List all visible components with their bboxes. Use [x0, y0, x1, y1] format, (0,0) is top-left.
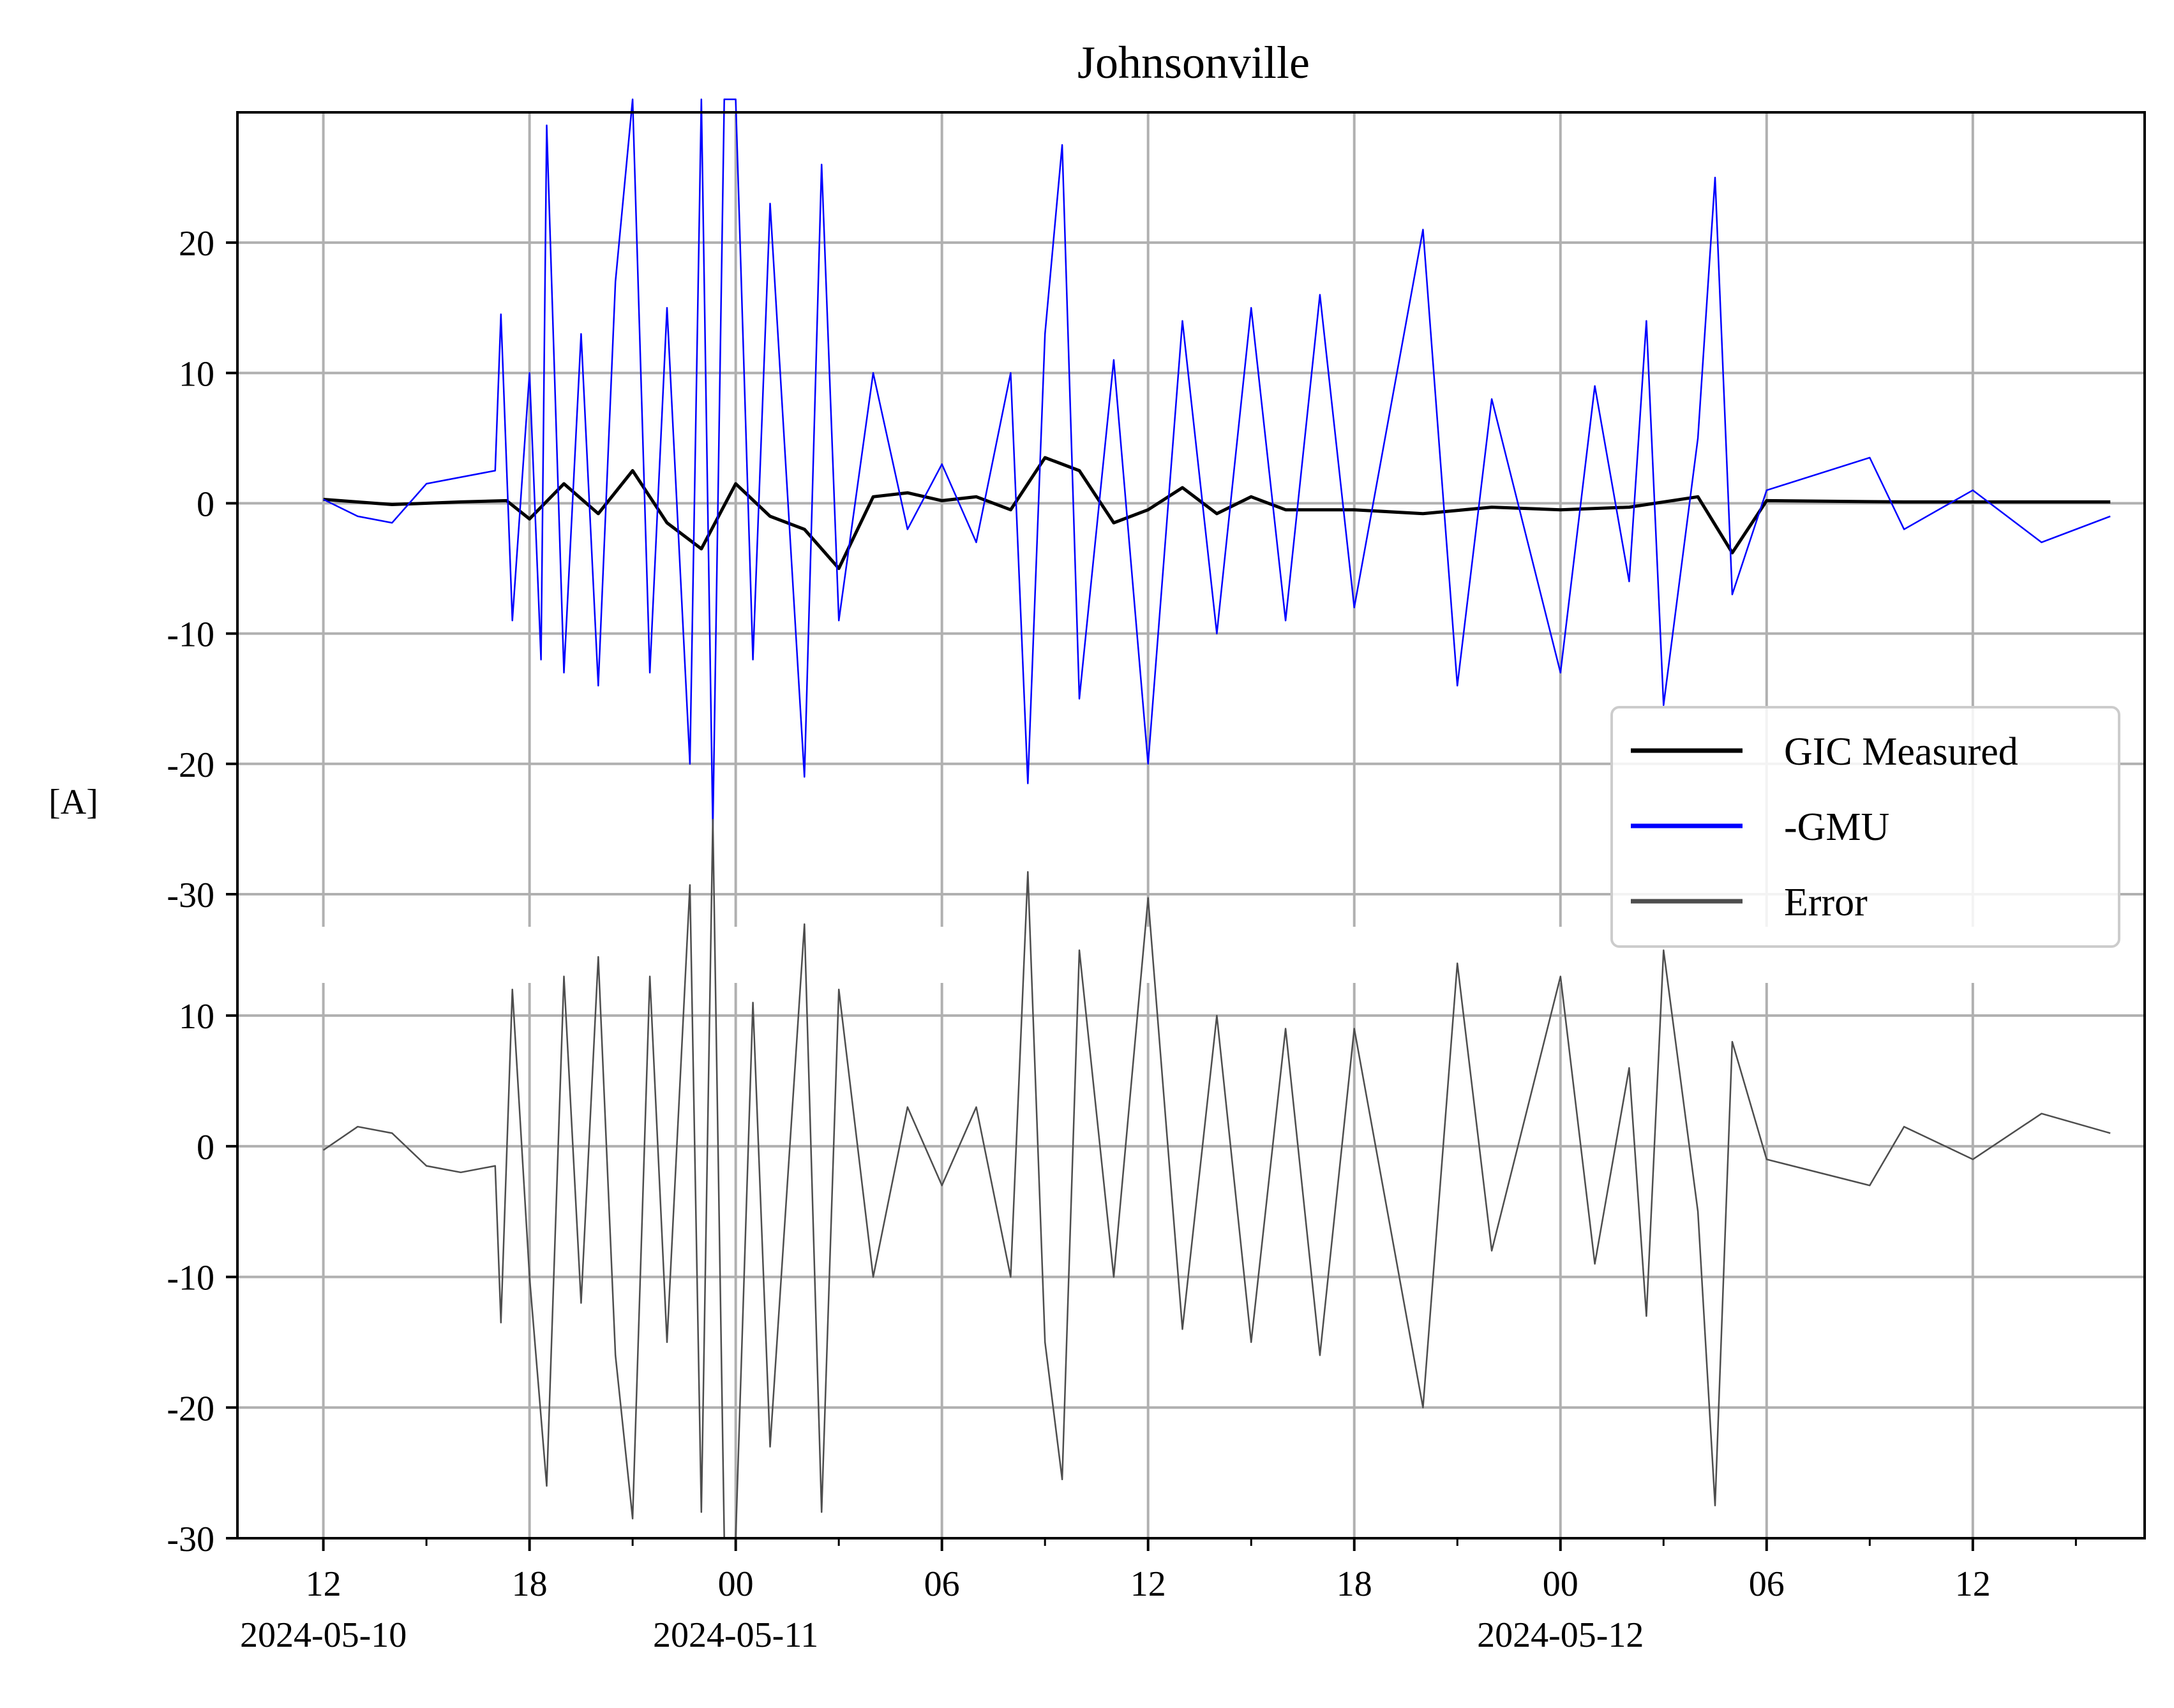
- y-tick-label: -30: [167, 1520, 214, 1559]
- x-tick-label: 06: [1749, 1564, 1785, 1604]
- x-tick-label: 18: [1337, 1564, 1372, 1604]
- x-tick-label: 12: [1955, 1564, 1991, 1604]
- chart-title: Johnsonville: [1077, 37, 1310, 88]
- x-tick-label: 12: [306, 1564, 341, 1604]
- series-layer: [322, 98, 2111, 1539]
- series-line-error: [322, 818, 2111, 1539]
- legend-label: -GMU: [1784, 805, 1889, 849]
- y-tick-label: 10: [179, 354, 214, 394]
- x-date-label: 2024-05-12: [1477, 1615, 1644, 1655]
- y-tick-label: 20: [179, 224, 214, 264]
- y-tick-label: -10: [167, 1259, 214, 1298]
- series-line-gmu: [323, 98, 2111, 830]
- y-tick-label: 10: [179, 997, 214, 1037]
- y-axis-label: [A]: [49, 783, 98, 822]
- x-tick-label: 18: [512, 1564, 548, 1604]
- legend-label: Error: [1784, 881, 1868, 924]
- y-tick-label: 0: [197, 1128, 214, 1167]
- y-tick-label: -20: [167, 745, 214, 785]
- y-tick-label: 0: [197, 484, 214, 524]
- y-tick-label: -10: [167, 615, 214, 655]
- y-tick-label: -20: [167, 1389, 214, 1428]
- x-date-label: 2024-05-11: [653, 1615, 818, 1655]
- y-tick-label: -30: [167, 876, 214, 915]
- x-tick-label: 12: [1130, 1564, 1166, 1604]
- x-tick-label: 00: [718, 1564, 754, 1604]
- legend-box: [1610, 706, 2120, 948]
- legend: GIC Measured -GMU Error: [1610, 706, 2120, 948]
- x-tick-label: 00: [1543, 1564, 1578, 1604]
- x-tick-label: 06: [924, 1564, 960, 1604]
- grid: [237, 112, 2145, 1539]
- x-date-label: 2024-05-10: [240, 1615, 407, 1655]
- plot-frame: [236, 111, 2146, 1539]
- legend-label: GIC Measured: [1784, 730, 2018, 774]
- series-line-gic-measured: [323, 456, 2111, 571]
